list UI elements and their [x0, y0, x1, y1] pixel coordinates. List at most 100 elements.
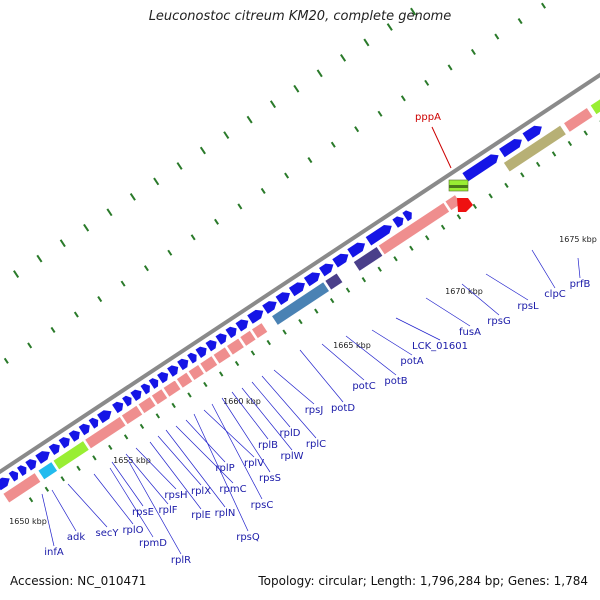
gene-label: rplW [280, 451, 303, 462]
forward-gene-arrow [68, 430, 80, 442]
forward-gene-arrow [462, 154, 499, 182]
gene-label: rpmC [219, 484, 246, 495]
forward-gene-arrow [167, 365, 179, 377]
accession-text: Accession: NC_010471 [10, 574, 147, 588]
gc-tick [284, 172, 290, 179]
gc-tick [92, 455, 97, 461]
gene-leader-line [371, 329, 413, 356]
forward-gene-arrow [332, 253, 349, 268]
gene-label: potC [352, 381, 375, 392]
gene-label: rplP [215, 463, 234, 474]
gene-leader-line [211, 403, 263, 500]
gc-tick [260, 187, 266, 195]
reverse-gene-block [121, 404, 144, 425]
reverse-gene-block [503, 124, 567, 173]
forward-gene-arrow [205, 340, 217, 352]
reverse-gene-block [84, 416, 127, 450]
gc-tick [28, 497, 34, 503]
gc-tick [517, 18, 523, 25]
gene-label: rpsJ [305, 405, 324, 416]
gc-tick [27, 342, 33, 349]
gene-leader-line [203, 409, 255, 458]
gene-label: secY [96, 528, 120, 539]
gene-leader-line [241, 387, 293, 451]
gc-tick [73, 311, 79, 318]
gc-tick [250, 350, 256, 356]
gene-label: clpC [544, 289, 566, 300]
forward-gene-arrow [522, 125, 542, 142]
forward-gene-arrow [157, 372, 169, 384]
gene-leader-line [261, 375, 317, 439]
forward-gene-arrow [319, 263, 334, 277]
gc-tick [187, 392, 192, 398]
gene-label: rplD [280, 428, 301, 439]
gc-tick [314, 308, 319, 314]
gc-tick [106, 208, 113, 217]
forward-gene-arrow [262, 301, 277, 314]
gene-label: rpsG [487, 316, 510, 327]
gene-leader-line [135, 447, 177, 490]
reverse-gene-block [212, 346, 232, 365]
pppa-gene-stripe [449, 185, 468, 188]
forward-gene-arrow [35, 451, 50, 464]
kbp-mark: 1675 kbp [559, 235, 597, 244]
gc-tick [330, 141, 336, 148]
gene-label: rplC [306, 439, 326, 450]
gene-leader-line [425, 297, 471, 327]
forward-gene-arrow [48, 443, 60, 455]
reverse-gene-block [2, 472, 42, 504]
gene-leader-line [165, 429, 226, 508]
gc-tick [199, 146, 206, 155]
forward-gene-arrow [247, 309, 264, 324]
gc-tick [282, 329, 287, 335]
forward-gene-arrow [275, 292, 290, 305]
gene-leader-line [221, 397, 271, 473]
gc-tick [340, 53, 347, 62]
gene-leader-line [157, 435, 202, 486]
gc-tick [120, 280, 126, 287]
reverse-gene-block [352, 246, 384, 272]
forward-gene-arrow [225, 326, 237, 339]
forward-gene-arrow [187, 352, 197, 364]
gene-label: rplO [122, 525, 143, 536]
kbp-mark: 1650 kbp [9, 517, 47, 526]
forward-gene-arrow [148, 378, 159, 389]
gc-tick [316, 69, 323, 78]
gene-leader-line [127, 459, 182, 555]
gc-tick [494, 33, 500, 40]
gc-tick [583, 130, 588, 136]
forward-gene-arrow [88, 417, 99, 429]
gene-leader-line [395, 317, 441, 341]
gene-leader-line [345, 335, 397, 376]
gc-tick [386, 23, 393, 31]
pppa-red-marker [457, 198, 473, 212]
gene-leader-line [93, 473, 134, 525]
reverse-gene-block [226, 337, 245, 356]
reverse-gene-block [176, 371, 194, 389]
gene-label: rpsC [251, 500, 274, 511]
gene-label: rpsL [517, 301, 539, 312]
gc-tick [345, 287, 351, 293]
gc-tick [153, 177, 160, 186]
gc-tick [237, 203, 243, 210]
gene-leader-line [149, 441, 202, 510]
gc-tick [50, 326, 56, 334]
forward-gene-arrow [130, 389, 142, 401]
gc-tick [167, 249, 173, 256]
gene-leader-line [251, 381, 291, 428]
reverse-gene-block [239, 329, 257, 347]
reverse-gene-block [137, 396, 157, 414]
gene-leader-line [109, 467, 154, 538]
forward-gene-arrow [122, 395, 132, 407]
gc-tick [223, 131, 230, 139]
gc-tick [108, 444, 113, 450]
gene-label: rplX [191, 486, 211, 497]
gc-tick [551, 151, 557, 157]
gc-tick [123, 434, 129, 440]
gc-tick [488, 193, 493, 199]
gc-tick [472, 203, 478, 209]
gc-tick [393, 256, 398, 262]
gc-tick [535, 161, 541, 168]
forward-gene-arrow [0, 477, 10, 491]
